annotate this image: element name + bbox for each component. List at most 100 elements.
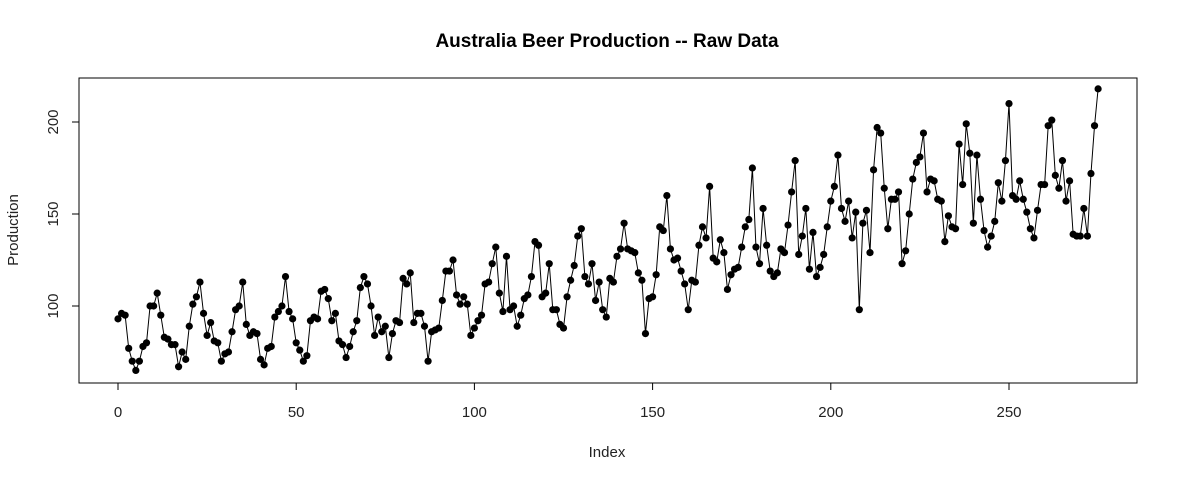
data-point xyxy=(513,322,521,330)
data-point xyxy=(367,302,375,310)
data-point xyxy=(1026,225,1034,233)
data-point xyxy=(121,311,129,319)
data-point xyxy=(267,342,275,351)
data-point xyxy=(545,260,553,268)
data-point xyxy=(438,296,446,305)
x-tick-label: 100 xyxy=(462,404,487,421)
data-point xyxy=(944,212,953,220)
data-point xyxy=(467,331,475,340)
data-point xyxy=(727,271,735,279)
data-point xyxy=(299,357,307,365)
data-point xyxy=(734,263,742,271)
data-point xyxy=(994,179,1002,187)
data-point xyxy=(470,324,478,332)
data-point xyxy=(567,276,575,284)
data-point xyxy=(542,289,550,297)
data-point xyxy=(684,306,692,314)
data-point xyxy=(919,129,928,137)
data-point xyxy=(1019,195,1027,203)
data-point xyxy=(203,331,211,340)
data-point xyxy=(784,221,792,229)
data-point xyxy=(1076,232,1084,240)
data-point xyxy=(574,232,582,240)
data-point xyxy=(403,280,411,288)
data-point xyxy=(182,355,190,363)
data-point xyxy=(239,278,247,286)
data-point xyxy=(292,339,300,347)
data-point xyxy=(135,357,143,365)
data-point xyxy=(1005,100,1013,108)
data-point xyxy=(862,206,871,214)
data-point xyxy=(812,272,821,281)
data-point xyxy=(969,219,977,227)
data-point xyxy=(706,182,714,190)
data-point xyxy=(1041,180,1049,189)
data-point xyxy=(880,184,888,192)
data-point xyxy=(1012,195,1020,203)
data-point xyxy=(371,331,379,340)
data-point xyxy=(242,320,250,328)
data-point xyxy=(620,219,628,227)
data-point xyxy=(395,318,404,327)
data-point xyxy=(788,188,796,196)
data-point xyxy=(955,140,963,148)
data-point xyxy=(492,243,500,251)
data-point xyxy=(702,234,710,242)
data-point xyxy=(388,330,397,338)
data-point xyxy=(951,225,960,233)
data-point xyxy=(930,177,938,185)
data-point xyxy=(278,302,286,310)
data-point xyxy=(338,341,347,349)
data-point xyxy=(463,300,471,308)
data-point xyxy=(909,175,917,183)
data-point xyxy=(324,295,332,303)
data-point xyxy=(424,357,432,365)
data-point xyxy=(766,267,774,275)
data-point xyxy=(859,219,867,227)
data-point xyxy=(941,238,949,246)
data-point xyxy=(1083,232,1092,240)
y-axis-label: Production xyxy=(5,194,22,266)
data-point xyxy=(1062,197,1070,205)
data-point xyxy=(313,315,322,323)
data-point xyxy=(253,330,261,338)
data-point xyxy=(274,307,282,316)
data-point xyxy=(171,341,179,349)
data-point xyxy=(196,278,204,286)
data-point xyxy=(609,278,618,286)
data-point xyxy=(164,335,172,343)
data-point xyxy=(759,204,767,213)
data-point xyxy=(616,245,625,253)
data-point xyxy=(474,317,482,325)
data-point xyxy=(638,276,646,284)
data-point xyxy=(1030,234,1038,242)
series-points xyxy=(114,85,1102,374)
data-point xyxy=(1048,116,1056,124)
data-point xyxy=(185,322,193,330)
x-tick-label: 250 xyxy=(996,404,1021,421)
data-point xyxy=(228,328,236,336)
data-point xyxy=(114,315,122,323)
data-point xyxy=(417,309,425,317)
data-point xyxy=(406,269,414,277)
data-point xyxy=(128,357,136,365)
data-point xyxy=(1080,204,1088,213)
data-point xyxy=(1055,184,1063,192)
data-point xyxy=(157,311,165,319)
data-point xyxy=(385,353,393,362)
data-point xyxy=(296,346,304,354)
data-point xyxy=(1051,171,1059,179)
data-point xyxy=(349,328,357,336)
data-point xyxy=(602,313,610,321)
data-point xyxy=(356,284,364,292)
data-point xyxy=(902,247,910,255)
data-point xyxy=(634,269,642,277)
x-tick-label: 0 xyxy=(114,404,122,421)
data-point xyxy=(649,293,657,301)
data-point xyxy=(435,324,443,332)
data-point xyxy=(841,217,849,225)
data-point xyxy=(820,250,828,259)
data-point xyxy=(534,241,543,249)
data-point xyxy=(125,344,133,352)
data-point xyxy=(763,241,771,249)
